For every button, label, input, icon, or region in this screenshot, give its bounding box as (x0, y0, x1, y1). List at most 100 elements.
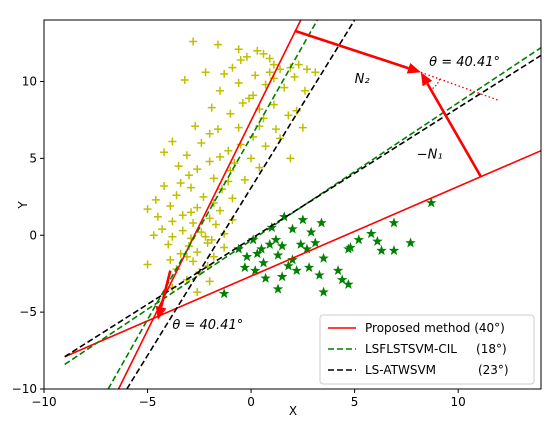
hyperplane-line (64, 54, 541, 358)
plus-marker (298, 123, 307, 132)
plus-marker (234, 123, 243, 132)
plus-marker (240, 175, 249, 184)
plus-marker (216, 206, 225, 215)
star-marker (310, 237, 321, 248)
x-tick-label: 0 (247, 395, 255, 409)
star-marker (241, 251, 253, 262)
star-marker (297, 214, 309, 225)
plus-marker (203, 238, 212, 247)
star-marker (388, 217, 400, 228)
plus-marker (205, 214, 214, 223)
plus-marker (193, 248, 202, 257)
dotted-guide-line (420, 71, 498, 101)
star-marker (252, 248, 263, 259)
plus-marker (300, 86, 309, 95)
arrow-head (155, 305, 167, 320)
x-tick-label: 10 (451, 395, 466, 409)
plus-marker (216, 86, 225, 95)
plus-marker (245, 94, 254, 103)
plus-marker (193, 165, 202, 174)
plus-marker (176, 249, 185, 258)
plus-marker (151, 195, 160, 204)
plus-marker (172, 191, 181, 200)
plus-marker (226, 109, 235, 118)
plus-marker (276, 65, 285, 74)
plus-marker (284, 111, 293, 120)
plus-marker (168, 232, 177, 241)
plus-marker (259, 49, 268, 58)
plus-marker (216, 152, 225, 161)
plus-marker (302, 65, 311, 74)
plus-marker (168, 217, 177, 226)
star-marker (256, 243, 267, 254)
star-marker (345, 242, 356, 252)
x-tick-label: 5 (351, 395, 359, 409)
plus-marker (189, 37, 198, 46)
annotation-label: −N₁ (417, 147, 443, 162)
legend-label: LS-ATWSVM (23°) (365, 363, 509, 377)
y-tick-label: 10 (22, 75, 37, 89)
plus-marker (180, 75, 189, 84)
plus-marker (213, 125, 222, 134)
plus-marker (207, 235, 216, 244)
plus-marker (228, 194, 237, 203)
hyperplane-line (64, 47, 541, 366)
legend-label: LSFLSTSVM-CIL (18°) (365, 342, 507, 356)
plus-marker (158, 225, 167, 234)
plus-marker (290, 72, 299, 81)
y-tick-label: −5 (19, 305, 37, 319)
axes: −10 −5 0 5 10 −10 −5 0 5 10 (12, 75, 466, 410)
hyperplane-line (126, 20, 356, 389)
plus-marker (236, 55, 245, 64)
plot-area (64, 20, 541, 389)
star-marker (343, 278, 354, 289)
plus-marker (265, 68, 274, 77)
plus-marker (247, 154, 256, 163)
plus-marker (149, 231, 158, 240)
plus-marker (201, 232, 210, 241)
plus-marker (193, 203, 202, 212)
annotation-label: θ = 40.41° (172, 318, 243, 333)
star-marker (239, 262, 251, 272)
star-marker (295, 239, 306, 249)
star-marker (287, 223, 298, 234)
plus-marker (265, 54, 274, 63)
normal-vector-arrow (294, 29, 409, 70)
plus-marker (271, 125, 280, 134)
star-marker (291, 265, 302, 276)
plus-marker (228, 63, 237, 72)
plus-marker (294, 60, 303, 69)
star-marker (365, 228, 377, 239)
x-axis-label: X (289, 404, 297, 418)
star-marker (260, 272, 271, 283)
annotation-layer: θ = 40.41° N₂ −N₁ θ = 40.41° (155, 29, 500, 333)
hyperplane-line (117, 20, 302, 389)
plus-marker (143, 205, 152, 214)
plus-marker (220, 69, 229, 78)
legend: Proposed method (40°) LSFLSTSVM-CIL (18°)… (319, 314, 535, 385)
plus-marker (166, 202, 175, 211)
star-marker (405, 237, 416, 248)
plus-marker (251, 71, 260, 80)
normal-vector-arrow (159, 270, 172, 308)
plus-marker (160, 148, 169, 157)
plus-marker (269, 100, 278, 109)
plus-marker (234, 45, 243, 54)
star-marker (336, 274, 348, 285)
y-tick-label: −10 (12, 382, 37, 396)
star-marker (264, 239, 275, 249)
plus-marker (238, 99, 247, 108)
plus-marker (205, 277, 214, 286)
y-tick-label: 5 (29, 151, 37, 165)
plus-marker (209, 252, 218, 261)
plus-marker (280, 83, 289, 92)
plus-marker (205, 129, 214, 138)
star-marker (270, 234, 282, 245)
plus-marker (189, 218, 198, 227)
plus-marker (160, 182, 169, 191)
plus-marker (255, 163, 264, 172)
star-marker (276, 271, 288, 282)
plus-marker (178, 226, 187, 235)
star-marker (388, 245, 400, 256)
plus-marker (168, 137, 177, 146)
